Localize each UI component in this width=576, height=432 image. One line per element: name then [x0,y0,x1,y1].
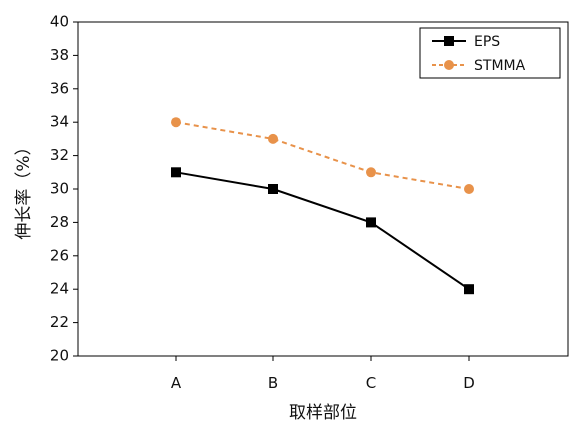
legend-box [419,27,561,79]
y-axis: 20 22 24 26 28 30 32 34 36 38 40 [50,13,78,365]
x-tick-label: C [366,374,376,392]
x-tick-label: A [171,374,182,392]
data-point-eps [464,284,474,295]
x-tick-label: B [268,374,278,392]
legend-eps-marker [444,36,454,46]
y-tick-label: 30 [50,180,69,198]
y-tick-label: 34 [50,113,69,131]
x-axis-title: 取样部位 [289,403,357,423]
data-point-eps [366,217,376,228]
x-tick-label: D [463,374,475,392]
series-layer [171,117,474,295]
y-tick-label: 28 [50,213,69,231]
series-line-eps [175,171,470,291]
data-point-stmma [366,167,376,178]
data-point-stmma [464,184,474,194]
data-point-eps [171,167,181,178]
legend-stmma-marker [444,60,454,70]
y-tick-label: 26 [50,246,69,264]
y-tick-label: 36 [50,79,69,97]
legend-eps-label: EPS [474,34,500,50]
y-tick-label: 32 [50,146,69,164]
y-tick-label: 40 [50,13,69,31]
legend-stmma-label: STMMA [474,58,526,74]
y-tick-label: 24 [50,280,69,298]
data-point-stmma [268,133,278,144]
x-axis: A B C D [171,356,475,392]
series-line-stmma [175,121,470,190]
data-point-eps [268,184,278,194]
y-axis-title: 伸长率（%） [14,138,34,239]
y-tick-label: 20 [50,347,69,365]
y-tick-label: 22 [50,313,69,331]
legend: EPS STMMA [419,27,561,79]
y-tick-label: 38 [50,46,69,64]
data-point-stmma [171,117,181,128]
